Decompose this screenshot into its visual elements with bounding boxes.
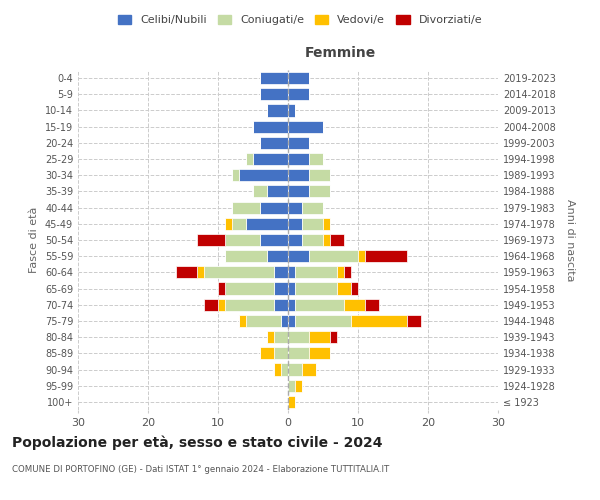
Bar xyxy=(246,315,281,327)
Bar xyxy=(288,364,302,376)
Bar xyxy=(260,137,288,149)
Y-axis label: Fasce di età: Fasce di età xyxy=(29,207,39,273)
Bar xyxy=(176,266,197,278)
Bar xyxy=(267,250,288,262)
Bar xyxy=(288,137,309,149)
Bar xyxy=(197,234,225,246)
Bar xyxy=(309,250,358,262)
Bar xyxy=(274,364,281,376)
Bar xyxy=(274,282,288,294)
Bar xyxy=(239,169,288,181)
Bar xyxy=(302,234,323,246)
Bar xyxy=(344,266,351,278)
Bar xyxy=(288,315,295,327)
Bar xyxy=(309,169,330,181)
Bar xyxy=(197,266,204,278)
Bar xyxy=(246,218,288,230)
Bar xyxy=(274,331,288,343)
Bar xyxy=(288,348,309,360)
Bar xyxy=(253,186,267,198)
Bar xyxy=(260,202,288,213)
Bar xyxy=(267,104,288,117)
Bar xyxy=(225,234,260,246)
Bar xyxy=(260,348,274,360)
Bar xyxy=(218,298,225,311)
Bar xyxy=(267,186,288,198)
Bar xyxy=(274,348,288,360)
Bar xyxy=(288,234,302,246)
Bar xyxy=(225,250,267,262)
Bar xyxy=(295,298,344,311)
Bar xyxy=(288,396,295,408)
Bar xyxy=(225,218,232,230)
Bar xyxy=(330,234,344,246)
Bar xyxy=(309,331,330,343)
Bar xyxy=(351,282,358,294)
Text: Popolazione per età, sesso e stato civile - 2024: Popolazione per età, sesso e stato civil… xyxy=(12,435,383,450)
Bar xyxy=(239,315,246,327)
Bar xyxy=(260,234,288,246)
Bar xyxy=(288,120,323,132)
Bar xyxy=(365,298,379,311)
Bar xyxy=(204,298,218,311)
Bar xyxy=(288,104,295,117)
Bar xyxy=(288,88,309,101)
Bar xyxy=(288,153,309,165)
Bar xyxy=(407,315,421,327)
Bar xyxy=(337,282,351,294)
Bar xyxy=(204,266,274,278)
Bar xyxy=(288,72,309,84)
Bar xyxy=(274,266,288,278)
Bar xyxy=(295,315,351,327)
Bar xyxy=(330,331,337,343)
Legend: Celibi/Nubili, Coniugati/e, Vedovi/e, Divorziati/e: Celibi/Nubili, Coniugati/e, Vedovi/e, Di… xyxy=(113,10,487,30)
Bar xyxy=(288,202,302,213)
Bar xyxy=(225,298,274,311)
Bar xyxy=(260,72,288,84)
Bar xyxy=(288,186,309,198)
Bar xyxy=(365,250,407,262)
Bar xyxy=(344,298,365,311)
Bar xyxy=(246,153,253,165)
Bar xyxy=(358,250,365,262)
Bar xyxy=(295,266,337,278)
Bar xyxy=(253,120,288,132)
Bar xyxy=(225,282,274,294)
Text: COMUNE DI PORTOFINO (GE) - Dati ISTAT 1° gennaio 2024 - Elaborazione TUTTITALIA.: COMUNE DI PORTOFINO (GE) - Dati ISTAT 1°… xyxy=(12,465,389,474)
Bar xyxy=(309,348,330,360)
Bar xyxy=(253,153,288,165)
Bar xyxy=(281,364,288,376)
Bar xyxy=(288,218,302,230)
Bar xyxy=(288,169,309,181)
Bar xyxy=(302,202,323,213)
Bar xyxy=(295,282,337,294)
Bar xyxy=(302,218,323,230)
Bar xyxy=(232,218,246,230)
Bar xyxy=(288,380,295,392)
Bar xyxy=(337,266,344,278)
Bar xyxy=(288,331,309,343)
Bar xyxy=(267,331,274,343)
Bar xyxy=(323,234,330,246)
Bar xyxy=(281,315,288,327)
Bar xyxy=(309,153,323,165)
Text: Femmine: Femmine xyxy=(305,46,376,60)
Y-axis label: Anni di nascita: Anni di nascita xyxy=(565,198,575,281)
Bar xyxy=(351,315,407,327)
Bar xyxy=(260,88,288,101)
Bar xyxy=(232,202,260,213)
Bar xyxy=(288,282,295,294)
Bar xyxy=(295,380,302,392)
Bar xyxy=(288,298,295,311)
Bar xyxy=(288,250,309,262)
Bar xyxy=(218,282,225,294)
Bar xyxy=(309,186,330,198)
Bar xyxy=(232,169,239,181)
Bar xyxy=(302,364,316,376)
Bar xyxy=(274,298,288,311)
Bar xyxy=(288,266,295,278)
Bar xyxy=(323,218,330,230)
